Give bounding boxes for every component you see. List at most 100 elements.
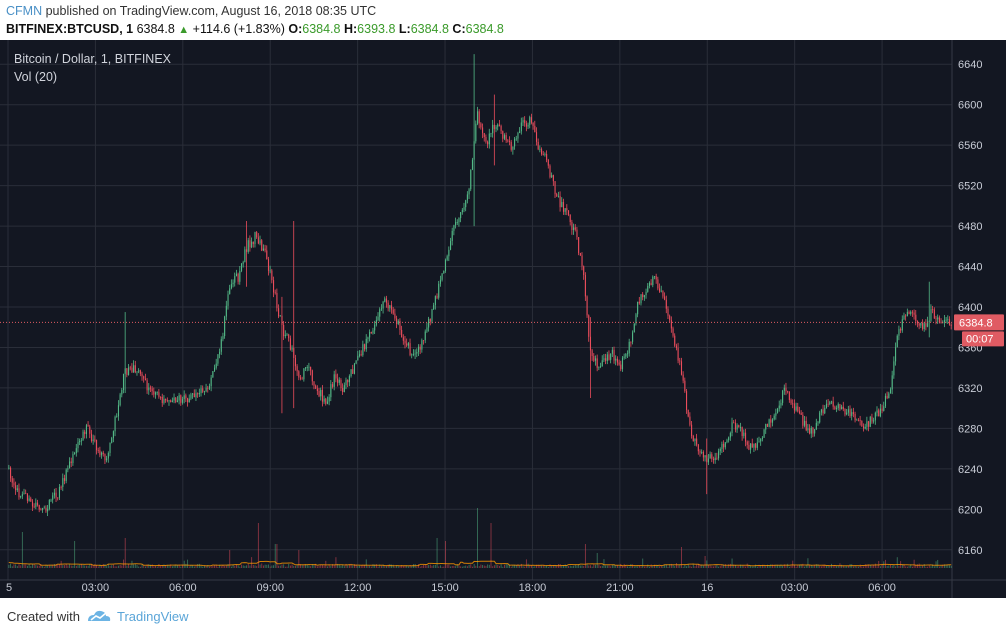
volume-bar: [630, 564, 632, 568]
volume-bar: [210, 566, 212, 568]
tradingview-link[interactable]: TradingView: [117, 609, 189, 624]
candle-body: [89, 426, 91, 434]
candle-body: [444, 259, 447, 272]
author-link[interactable]: CFMN: [6, 4, 43, 18]
volume-bar: [38, 565, 40, 568]
volume-bar: [397, 566, 399, 568]
volume-bar: [168, 565, 170, 568]
candle-body: [423, 340, 425, 342]
published-text: published on TradingView.com, August 16,…: [45, 4, 377, 18]
candle-body: [664, 296, 666, 300]
volume-bar: [618, 566, 620, 568]
candle-body: [30, 498, 32, 502]
candle-body: [323, 398, 325, 402]
volume-bar: [706, 560, 708, 568]
volume-bar: [434, 564, 436, 568]
candle-body: [92, 439, 94, 441]
volume-bar: [945, 564, 947, 568]
candle-body: [288, 334, 290, 339]
candle-body: [374, 324, 376, 331]
volume-bar: [438, 566, 440, 568]
candle-body: [827, 403, 829, 405]
candle-body: [719, 448, 721, 452]
candle-body: [310, 366, 312, 371]
candle-body: [812, 427, 814, 434]
candle-body: [256, 232, 258, 238]
volume-bar: [69, 564, 71, 568]
volume-bar: [104, 564, 106, 568]
volume-bar: [222, 564, 224, 568]
pane-title: Bitcoin / Dollar, 1, BITFINEX: [14, 52, 171, 66]
volume-bar: [28, 563, 30, 568]
price-chart[interactable]: 6160620062406280632063606400644064806520…: [0, 40, 1006, 598]
candle-body: [723, 443, 725, 448]
candle-body: [711, 454, 713, 459]
candle-body: [741, 427, 743, 436]
volume-bar: [942, 564, 944, 568]
candle-body: [525, 123, 527, 127]
candle-body: [505, 135, 507, 141]
candle-body: [330, 384, 332, 398]
volume-bar: [520, 563, 522, 568]
volume-bar: [372, 564, 374, 568]
volume-bar: [763, 565, 765, 568]
volume-bar: [92, 565, 94, 568]
volume-bar: [220, 566, 222, 568]
candle-body: [788, 391, 790, 400]
candle-body: [891, 375, 893, 390]
candle-body: [854, 413, 856, 421]
volume-bar: [150, 564, 151, 568]
candle-body: [168, 400, 170, 402]
candle-body: [436, 296, 438, 298]
candle-body: [839, 404, 841, 410]
volume-bar: [165, 564, 167, 568]
candle-body: [820, 409, 822, 413]
volume-bar: [332, 564, 333, 568]
volume-bar: [793, 564, 795, 568]
candle-body: [687, 409, 689, 417]
volume-bar: [721, 564, 723, 568]
candle-body: [807, 428, 809, 431]
volume-indicator-label[interactable]: Vol (20): [14, 70, 58, 84]
candle-body: [160, 396, 162, 398]
volume-bar: [713, 566, 714, 568]
candle-body: [166, 400, 168, 402]
candle-body: [185, 395, 187, 399]
volume-bar: [728, 564, 730, 568]
volume-bar: [374, 564, 376, 568]
candle-body: [345, 379, 347, 386]
candle-body: [102, 452, 104, 455]
candle-body: [471, 159, 474, 170]
candle-body: [724, 442, 726, 448]
y-tick-label: 6280: [958, 423, 982, 435]
chart-area[interactable]: 6160 6200 6240 6280 6320 6360 6400 6440 6480 6520…: [0, 40, 1006, 598]
volume-bar: [616, 565, 618, 568]
candle-body: [549, 165, 551, 178]
x-tick-label: 16: [701, 582, 713, 594]
candle-body: [822, 409, 824, 414]
candle-body: [401, 329, 403, 338]
candle-body: [370, 332, 372, 334]
volume-bar: [362, 565, 364, 568]
candle-body: [613, 349, 615, 361]
volume-bar: [927, 566, 929, 568]
volume-bar: [743, 565, 745, 568]
volume-bar: [156, 566, 158, 568]
volume-bar: [586, 564, 588, 568]
candle-body: [141, 373, 143, 377]
candle-body: [23, 493, 25, 495]
candle-body: [63, 478, 66, 481]
countdown-label: 00:07: [966, 333, 994, 345]
volume-bar: [187, 559, 189, 568]
candle-body: [326, 401, 329, 404]
candle-body: [57, 497, 59, 499]
candle-body: [627, 353, 629, 355]
candle-body: [180, 395, 182, 403]
candle-body: [325, 398, 327, 404]
volume-bar: [323, 565, 325, 568]
volume-bar: [782, 565, 784, 568]
candle-body: [197, 393, 199, 395]
candle-body: [702, 452, 704, 458]
volume-bar: [859, 564, 861, 568]
candle-body: [439, 279, 441, 284]
